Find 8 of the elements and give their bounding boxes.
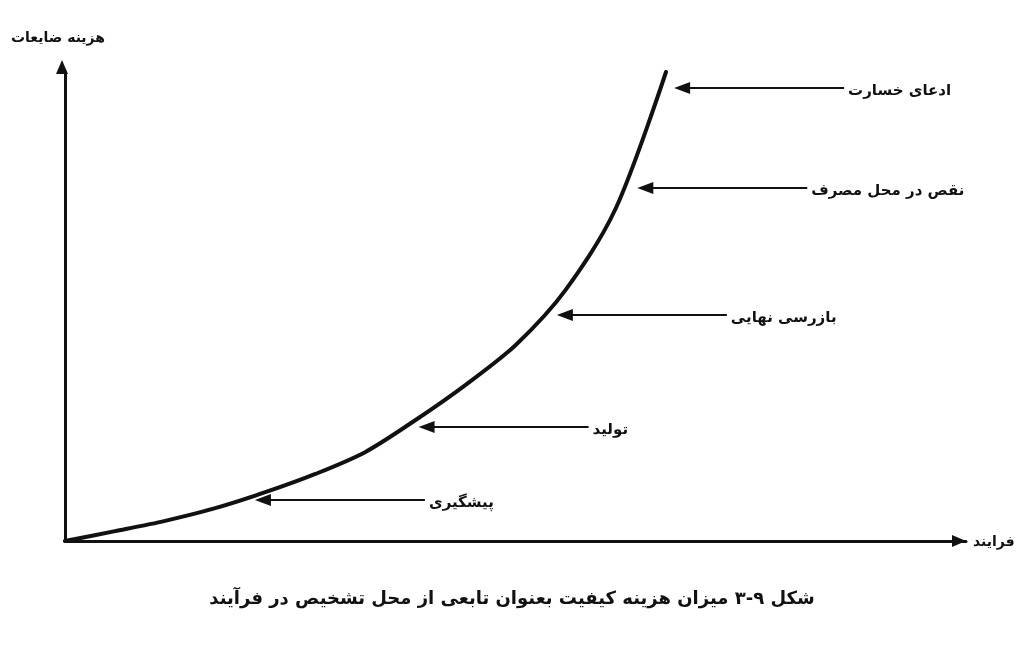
text: فرایند [973, 533, 1015, 550]
text: ادعای خسارت [848, 80, 952, 99]
annotation: تولید [592, 419, 629, 438]
text: شکل ۹-۳ میزان هزینه کیفیت بعنوان تابعی از محل تشخیص در فرآیند [209, 585, 815, 609]
annotation: پیشگیری [428, 492, 494, 512]
text: بازرسی نهایی [730, 307, 837, 326]
text: نقص در محل مصرف [811, 180, 965, 199]
y-axis-title: هزینه ضایعات [11, 29, 106, 46]
